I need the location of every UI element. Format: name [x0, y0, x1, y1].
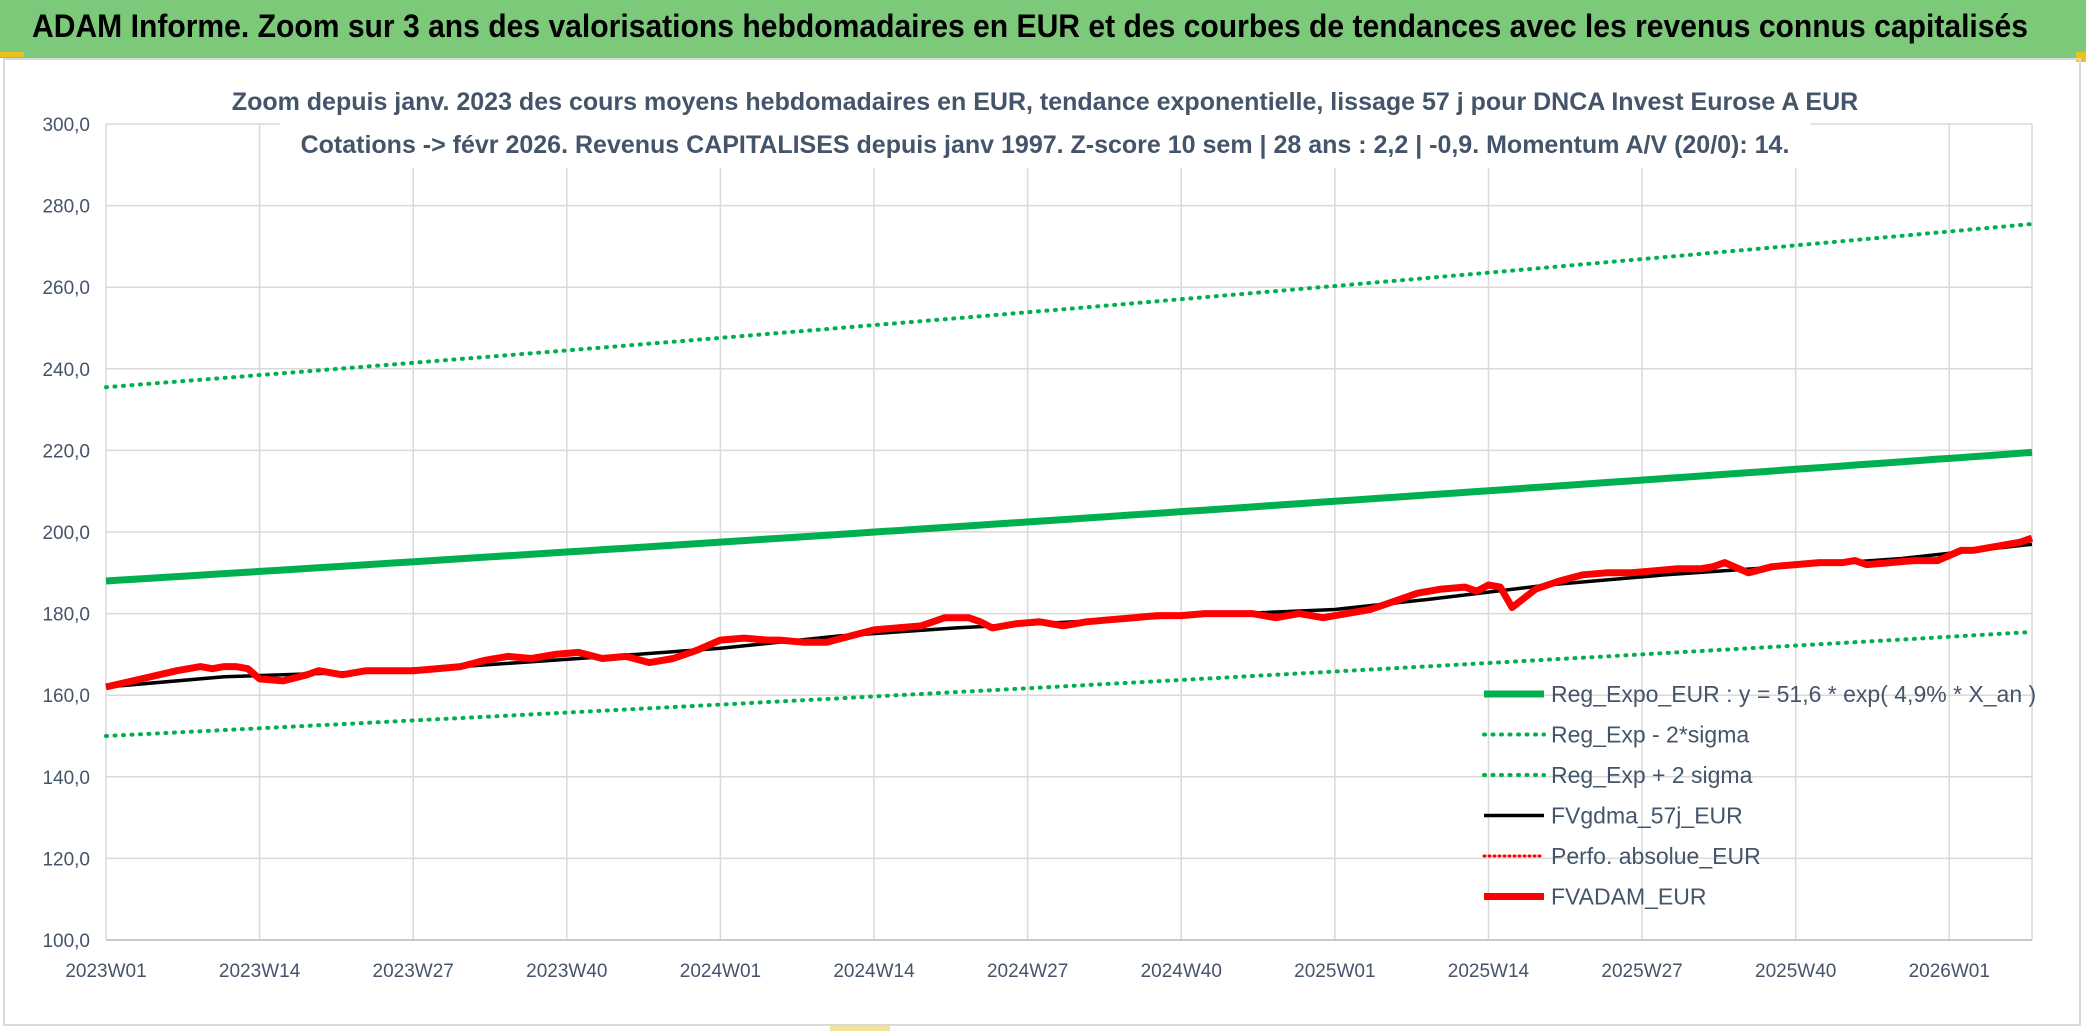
y-tick-label: 180,0 — [42, 605, 90, 626]
x-tick-label: 2023W14 — [219, 961, 301, 982]
trend-line-main — [105, 448, 2033, 585]
y-tick-label: 280,0 — [42, 197, 90, 218]
y-tick-label: 220,0 — [42, 441, 90, 462]
legend-label-price-line: FVADAM_EUR — [1551, 884, 1707, 910]
header-accent-right — [2076, 52, 2086, 62]
report-title: ADAM Informe. Zoom sur 3 ans des valoris… — [32, 8, 2028, 44]
title-background — [280, 84, 1810, 168]
x-tick-label: 2026W01 — [1909, 961, 1990, 982]
y-tick-label: 260,0 — [42, 278, 90, 299]
chart-title-line-2: Cotations -> févr 2026. Revenus CAPITALI… — [301, 131, 1790, 159]
trend-line-lower-band — [104, 630, 2034, 738]
x-tick-label: 2025W01 — [1294, 961, 1375, 982]
legend-label-smoothed-line: FVgdma_57j_EUR — [1551, 803, 1743, 829]
x-tick-label: 2025W40 — [1755, 961, 1836, 982]
price-line — [105, 534, 2034, 691]
x-tick-label: 2025W14 — [1448, 961, 1530, 982]
y-axis-ticks: 100,0 120,0 140,0 160,0 180,0 200,0 220,0 240,0… — [42, 115, 90, 952]
x-tick-label: 2023W01 — [65, 961, 146, 982]
series-layer — [104, 222, 2034, 738]
legend-label-absolute-performance-line: Perfo. absolue_EUR — [1551, 843, 1761, 869]
x-tick-label: 2023W27 — [373, 961, 454, 982]
x-tick-label: 2025W27 — [1601, 961, 1682, 982]
y-tick-label: 140,0 — [42, 768, 90, 789]
x-tick-label: 2024W14 — [833, 961, 915, 982]
legend: Reg_Expo_EUR : y = 51,6 * exp( 4,9% * X_… — [1482, 681, 2036, 910]
y-tick-label: 160,0 — [42, 686, 90, 707]
chart-frame — [3, 58, 2081, 1026]
x-tick-label: 2024W27 — [987, 961, 1068, 982]
legend-label-trend-line-upper-band: Reg_Exp + 2 sigma — [1551, 762, 1753, 788]
legend-label-trend-line-main: Reg_Expo_EUR : y = 51,6 * exp( 4,9% * X_… — [1551, 681, 2036, 707]
y-tick-label: 100,0 — [42, 931, 90, 952]
trend-line-upper-band — [104, 222, 2034, 390]
y-tick-label: 120,0 — [42, 849, 90, 870]
y-tick-label: 300,0 — [42, 115, 90, 136]
bottom-accent — [830, 1026, 890, 1031]
x-axis-ticks: 2023W01 2023W14 2023W27 2023W40 2024W01 2024W… — [65, 961, 1990, 982]
header-bar: ADAM Informe. Zoom sur 3 ans des valoris… — [0, 0, 2086, 58]
header-accent-left — [0, 52, 24, 57]
y-tick-label: 200,0 — [42, 523, 90, 544]
x-tick-label: 2023W40 — [526, 961, 607, 982]
grid-lines — [105, 123, 2033, 941]
x-tick-label: 2024W01 — [680, 961, 761, 982]
x-tick-label: 2024W40 — [1141, 961, 1222, 982]
legend-label-trend-line-lower-band: Reg_Exp - 2*sigma — [1551, 722, 1749, 748]
chart-title-line-1: Zoom depuis janv. 2023 des cours moyens … — [232, 88, 1858, 116]
y-tick-label: 240,0 — [42, 360, 90, 381]
